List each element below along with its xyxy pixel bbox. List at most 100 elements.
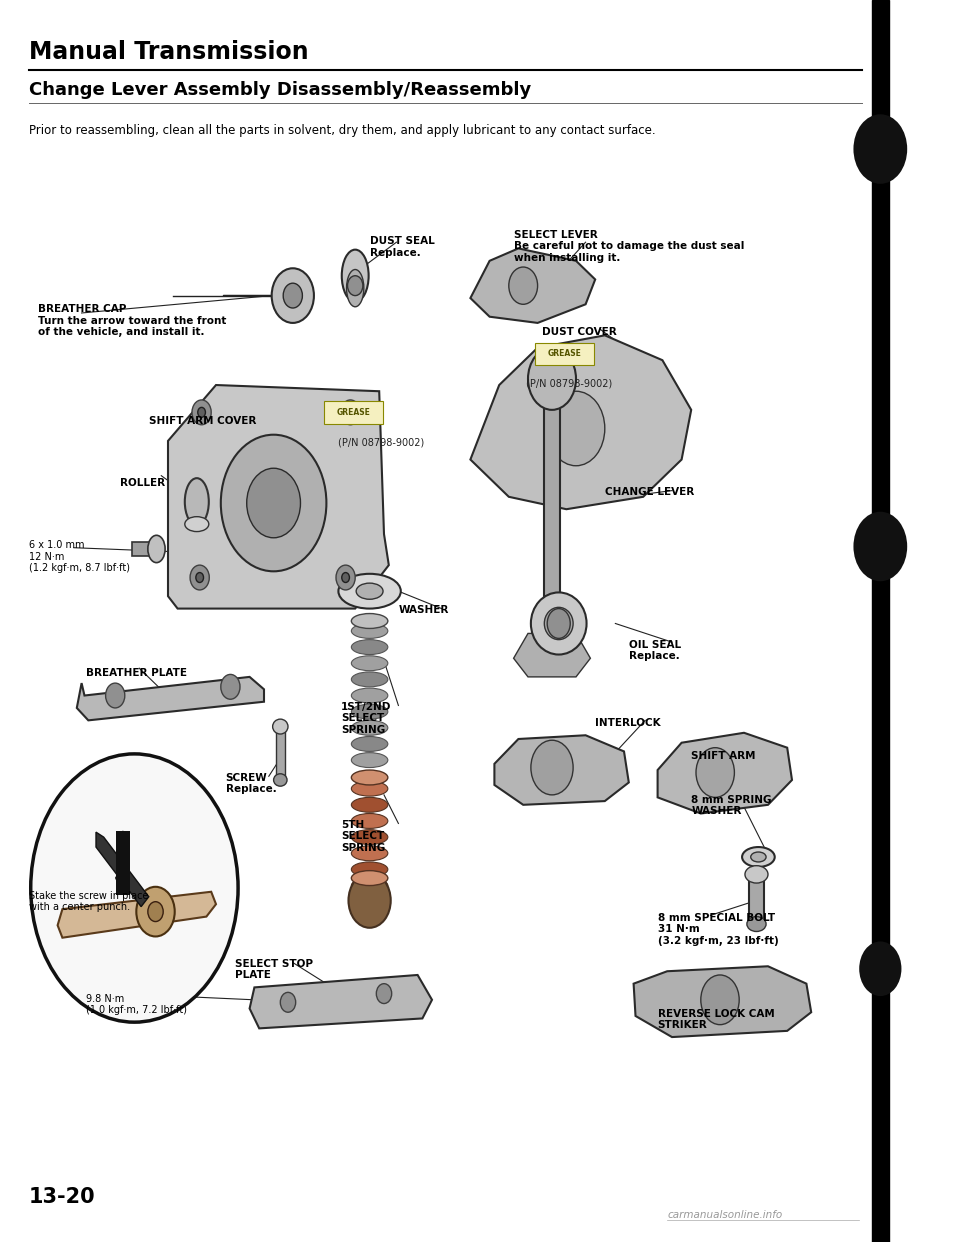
Ellipse shape <box>351 672 388 687</box>
Circle shape <box>336 565 355 590</box>
Ellipse shape <box>351 688 388 703</box>
Ellipse shape <box>745 866 768 883</box>
Circle shape <box>696 748 734 797</box>
Circle shape <box>348 276 363 296</box>
Circle shape <box>547 391 605 466</box>
Circle shape <box>539 604 565 638</box>
Circle shape <box>859 941 901 996</box>
Circle shape <box>280 992 296 1012</box>
Text: DUST SEAL
Replace.: DUST SEAL Replace. <box>370 236 434 257</box>
Ellipse shape <box>351 737 388 751</box>
Polygon shape <box>494 735 629 805</box>
Ellipse shape <box>351 797 388 812</box>
Circle shape <box>701 975 739 1025</box>
Text: Prior to reassembling, clean all the parts in solvent, dry them, and apply lubri: Prior to reassembling, clean all the par… <box>29 124 656 137</box>
Ellipse shape <box>751 852 766 862</box>
Polygon shape <box>168 385 389 609</box>
FancyBboxPatch shape <box>324 401 383 424</box>
Circle shape <box>376 984 392 1004</box>
Text: (P/N 08798-9002): (P/N 08798-9002) <box>526 379 612 389</box>
Bar <box>872 0 889 1242</box>
Circle shape <box>196 573 204 582</box>
Text: SELECT LEVER
Be careful not to damage the dust seal
when installing it.: SELECT LEVER Be careful not to damage th… <box>514 230 744 263</box>
Circle shape <box>106 683 125 708</box>
Text: carmanualsonline.info: carmanualsonline.info <box>667 1210 782 1220</box>
Circle shape <box>853 114 907 184</box>
Text: REVERSE LOCK CAM
STRIKER: REVERSE LOCK CAM STRIKER <box>658 1009 775 1030</box>
Polygon shape <box>514 633 590 677</box>
Ellipse shape <box>351 753 388 768</box>
Circle shape <box>272 268 314 323</box>
Text: 9.8 N·m
(1.0 kgf·m, 7.2 lbf·ft): 9.8 N·m (1.0 kgf·m, 7.2 lbf·ft) <box>86 994 187 1015</box>
Circle shape <box>341 400 360 425</box>
Text: ROLLER: ROLLER <box>120 478 165 488</box>
Ellipse shape <box>274 774 287 786</box>
Circle shape <box>547 609 570 638</box>
Text: 5TH
SELECT
SPRING: 5TH SELECT SPRING <box>341 820 385 853</box>
Ellipse shape <box>351 623 388 638</box>
Text: (P/N 08798-9002): (P/N 08798-9002) <box>338 437 424 447</box>
Polygon shape <box>634 966 811 1037</box>
Circle shape <box>342 573 349 582</box>
Ellipse shape <box>148 535 165 563</box>
Text: 13-20: 13-20 <box>29 1187 95 1207</box>
Text: BREATHER PLATE: BREATHER PLATE <box>86 668 187 678</box>
Text: 8 mm SPRING
WASHER: 8 mm SPRING WASHER <box>691 795 772 816</box>
Circle shape <box>853 512 907 581</box>
Polygon shape <box>250 975 432 1028</box>
Circle shape <box>348 873 391 928</box>
Circle shape <box>221 674 240 699</box>
Circle shape <box>198 407 205 417</box>
Text: SELECT STOP
PLATE: SELECT STOP PLATE <box>235 959 313 980</box>
Circle shape <box>190 565 209 590</box>
Polygon shape <box>470 248 595 323</box>
Circle shape <box>192 400 211 425</box>
Circle shape <box>347 407 354 417</box>
Text: GREASE: GREASE <box>547 349 582 359</box>
Bar <box>132 542 156 556</box>
Circle shape <box>136 887 175 936</box>
Ellipse shape <box>351 781 388 796</box>
Ellipse shape <box>273 719 288 734</box>
Text: DUST COVER: DUST COVER <box>542 327 617 337</box>
Ellipse shape <box>342 250 369 302</box>
Text: INTERLOCK: INTERLOCK <box>595 718 660 728</box>
Text: CHANGE LEVER: CHANGE LEVER <box>605 487 694 497</box>
Text: SHIFT ARM COVER: SHIFT ARM COVER <box>149 416 256 426</box>
Text: Stake the screw in place
with a center punch.: Stake the screw in place with a center p… <box>29 891 148 912</box>
Ellipse shape <box>351 862 388 877</box>
Text: OIL SEAL
Replace.: OIL SEAL Replace. <box>629 640 681 661</box>
Ellipse shape <box>339 574 401 609</box>
Text: 8 mm SPECIAL BOLT
31 N·m
(3.2 kgf·m, 23 lbf·ft): 8 mm SPECIAL BOLT 31 N·m (3.2 kgf·m, 23 … <box>658 913 779 946</box>
Text: SHIFT ARM: SHIFT ARM <box>691 751 756 761</box>
Bar <box>116 831 130 895</box>
Ellipse shape <box>351 814 388 828</box>
Ellipse shape <box>351 614 388 628</box>
Circle shape <box>31 754 238 1022</box>
Ellipse shape <box>747 917 766 932</box>
Text: BREATHER CAP
Turn the arrow toward the front
of the vehicle, and install it.: BREATHER CAP Turn the arrow toward the f… <box>38 304 227 338</box>
Circle shape <box>528 348 576 410</box>
Ellipse shape <box>742 847 775 867</box>
Polygon shape <box>470 335 691 509</box>
Polygon shape <box>658 733 792 814</box>
Ellipse shape <box>351 878 388 893</box>
Circle shape <box>283 283 302 308</box>
Text: Change Lever Assembly Disassembly/Reassembly: Change Lever Assembly Disassembly/Reasse… <box>29 81 531 98</box>
Ellipse shape <box>351 846 388 861</box>
Text: 1ST/2ND
SELECT
SPRING: 1ST/2ND SELECT SPRING <box>341 702 391 735</box>
Text: Manual Transmission: Manual Transmission <box>29 40 308 63</box>
Ellipse shape <box>351 640 388 655</box>
Bar <box>749 876 764 925</box>
Circle shape <box>221 435 326 571</box>
Circle shape <box>531 740 573 795</box>
Polygon shape <box>77 677 264 720</box>
FancyBboxPatch shape <box>535 343 594 365</box>
Ellipse shape <box>184 478 208 525</box>
Ellipse shape <box>351 656 388 671</box>
Circle shape <box>148 902 163 922</box>
Bar <box>544 391 560 627</box>
Ellipse shape <box>351 830 388 845</box>
Ellipse shape <box>351 871 388 886</box>
Ellipse shape <box>184 517 208 532</box>
